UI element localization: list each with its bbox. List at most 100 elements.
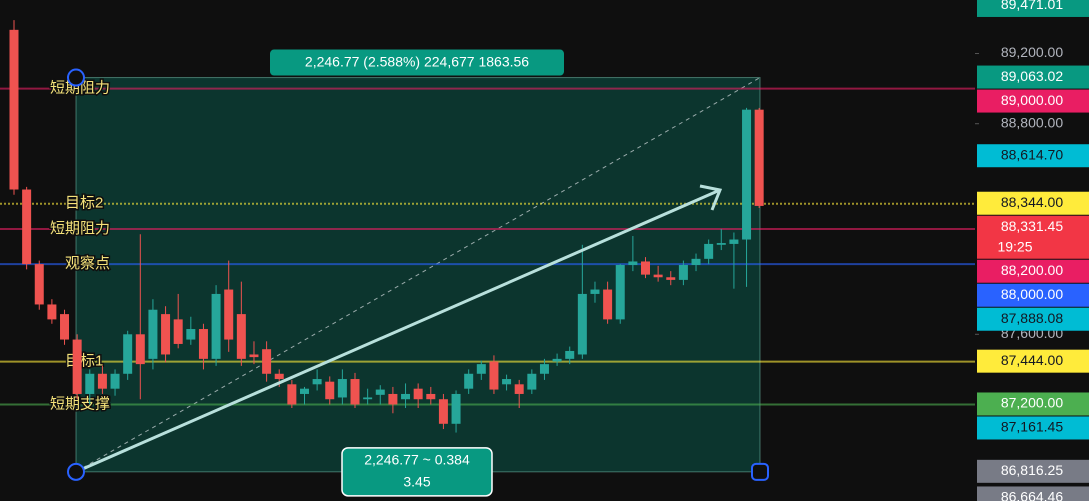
measure-label-bg [270,49,564,76]
candle-body [641,261,650,275]
candle-body [22,189,32,265]
candle-body [438,399,448,424]
candle-body [148,309,158,359]
candle-body [72,339,82,394]
price-tag [977,307,1089,331]
measure-bottom-label: 3.45 [403,474,430,490]
candle-body [653,274,663,278]
candle-body [678,264,688,280]
candle-body [350,379,360,405]
candle-body [476,364,486,374]
handle [751,462,769,481]
measure-label: 2,246.77 (2.588%) 224,677 1863.56 [305,53,529,69]
price-tag [977,416,1089,440]
candle-body [603,289,613,320]
candle-body [514,384,524,394]
price-tag [977,215,1089,259]
price-tag-label: 88,200.00 [1001,262,1063,278]
price-tag [977,144,1089,168]
candle-body [135,334,145,365]
candle-body [299,388,309,394]
price-tag-label: 86,816.25 [1001,462,1063,478]
price-tag [977,392,1089,416]
candle-body [539,364,549,374]
candle-body [262,349,272,374]
price-tag-label: 87,888.08 [1001,310,1063,326]
y-tick-label: 89,200.00 [1001,44,1063,60]
candle-body [716,243,726,245]
price-tag-label: 89,471.01 [1001,0,1063,12]
candle-body [527,373,537,390]
handle [67,462,85,481]
level-label: 短期阻力 [50,80,110,97]
price-tag [977,349,1089,373]
candle-body [47,304,57,320]
price-tag-label: 87,444.00 [1001,352,1063,368]
price-tag-label: 89,063.02 [1001,68,1063,84]
measure-bottom-label: 2,246.77 ~ 0.384 [364,452,470,468]
candle-body [451,393,461,424]
price-tag-label: 88,344.00 [1001,194,1063,210]
candle-body [249,354,259,358]
price-tag [977,486,1089,501]
countdown: 19:25 [997,238,1032,254]
price-tag [977,65,1089,89]
candle-body [666,277,676,280]
price-tag-label: 88,614.70 [1001,146,1063,162]
candle-body [426,393,436,400]
measure-bottom-bg [341,447,493,497]
candle-body [236,314,246,359]
price-tag [977,191,1089,215]
price-tag [977,283,1089,307]
candle-body [161,314,171,355]
candle-body [704,243,714,259]
candle-body [565,350,575,359]
candle-body [85,373,95,394]
candle-body [9,29,19,190]
candle-body [552,358,562,362]
y-tick-label: 88,800.00 [1001,114,1063,130]
level-label: 短期支撑 [50,395,110,412]
candle-body [34,264,44,305]
candle-body [224,289,234,340]
candle-body [198,329,208,359]
level-label: 目标2 [65,195,103,212]
candle-body [489,361,499,390]
candle-body [413,388,423,400]
price-tag-label: 88,000.00 [1001,286,1063,302]
price-tag-label: 86,664.46 [1001,489,1063,501]
candle-body [577,293,587,355]
candle-body [502,379,512,385]
candle-body [60,314,70,340]
candle-body [97,373,107,389]
candle-body [388,393,398,405]
candle-body [742,109,752,240]
candle-body [375,389,385,395]
price-tag [977,89,1089,113]
price-tag-label: 88,331.45 [1001,218,1063,234]
candle-body [173,319,183,344]
candle-body [401,393,411,400]
candle-body [615,264,625,320]
measure-diagonal [75,77,761,473]
candle-body [590,289,600,294]
candle-body [211,293,221,359]
level-label: 短期阻力 [50,220,110,237]
level-label: 观察点 [65,254,110,272]
candle-body [628,261,638,265]
candle-body [287,384,297,405]
price-tag [977,259,1089,283]
candle-body [110,373,120,389]
candle-body [312,379,322,385]
candle-body [186,329,196,340]
price-tag [977,0,1089,17]
candle-body [274,373,284,380]
candle-body [464,373,474,389]
price-tag-label: 87,200.00 [1001,395,1063,411]
plot-bg [0,0,975,501]
level-label: 目标1 [65,353,103,370]
price-tag [977,459,1089,483]
price-tag-label: 87,161.45 [1001,419,1063,435]
price-tag-label: 89,000.00 [1001,92,1063,108]
